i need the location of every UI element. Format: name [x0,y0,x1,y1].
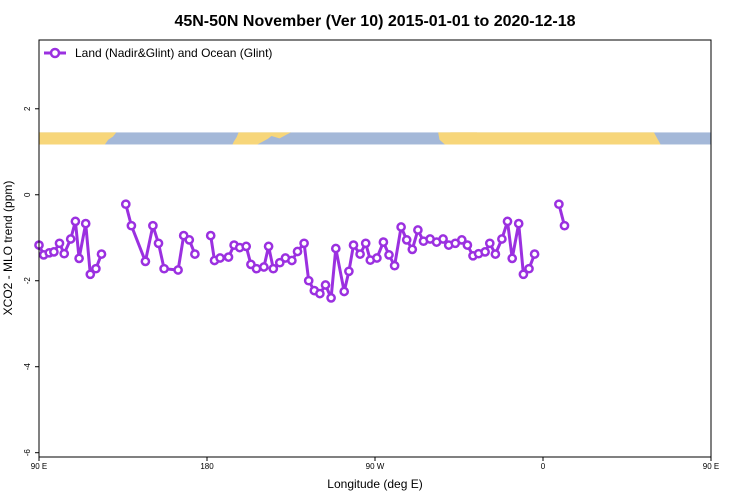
land-shape [450,132,478,141]
data-point [74,253,84,264]
data-point [462,240,473,250]
chart-title: 45N-50N November (Ver 10) 2015-01-01 to … [174,13,575,30]
land-shape [438,132,661,145]
data-point [401,235,412,245]
data-point [513,218,524,229]
x-tick-label: 90 W [366,462,385,471]
data-point [480,247,490,257]
data-point [241,241,252,252]
data-point [299,238,309,249]
y-tick-label: -4 [23,363,32,371]
data-point [315,288,325,299]
data-point [251,263,262,274]
data-point [215,253,225,263]
y-tick-label: -6 [23,449,32,457]
data-point [348,240,359,250]
data-point [148,220,158,231]
data-point [502,216,513,227]
data-point [339,286,350,297]
data-point [497,234,507,244]
data-point [59,248,70,259]
map-strip [39,132,711,145]
legend-marker [49,47,61,59]
data-point [529,249,540,259]
x-tick-label: 90 E [703,462,719,471]
data-point [159,263,169,274]
data-point [120,199,131,210]
y-tick-label: 2 [23,106,32,111]
y-tick-label: 0 [23,192,32,197]
data-point [70,216,81,227]
data-point [126,220,137,231]
data-point [484,238,495,249]
data-point [490,249,501,259]
data-point [263,241,274,252]
data-point [184,235,195,245]
data-point [268,263,279,274]
data-point [190,249,200,259]
data-point [438,234,448,244]
land-shape [39,132,117,145]
data-point [153,238,164,249]
data-point [223,252,234,262]
data-point [326,293,336,303]
series-layer [34,199,570,303]
data-point [65,234,76,244]
data-point [355,249,365,259]
data-point [320,280,331,290]
data-point [287,255,297,266]
data-point [396,222,406,232]
data-point [96,249,107,259]
data-point [372,253,382,263]
data-point [259,262,269,272]
data-point [389,260,400,271]
data-point [407,244,418,255]
data-point [559,220,570,231]
x-tick-label: 90 E [31,462,47,471]
data-point [330,243,341,254]
data-point [518,269,529,280]
data-point [303,275,314,286]
data-point [85,269,96,280]
x-tick-label: 0 [541,462,546,471]
data-point [507,253,518,264]
data-point [91,263,101,274]
data-point [456,235,467,245]
data-point [384,250,394,260]
x-tick-label: 180 [200,462,214,471]
data-point [413,225,423,235]
data-point [54,238,65,249]
y-tick-label: -2 [23,277,32,285]
data-point [554,199,564,210]
data-point [80,218,91,229]
data-point [140,256,151,267]
data-point [205,230,216,241]
data-point [524,263,534,274]
data-point [49,247,59,257]
x-axis-label: Longitude (deg E) [327,477,422,491]
data-point [344,266,354,277]
data-point [173,265,183,275]
legend: Land (Nadir&Glint) and Ocean (Glint) [44,46,272,60]
data-point [360,238,371,249]
legend-entry: Land (Nadir&Glint) and Ocean (Glint) [75,46,272,60]
land-shape [232,132,291,145]
y-axis: 2 0 -2 -4 -6 [23,106,39,456]
data-point [292,246,303,257]
y-axis-label: XCO2 - MLO trend (ppm) [1,181,15,316]
data-point [378,237,389,247]
